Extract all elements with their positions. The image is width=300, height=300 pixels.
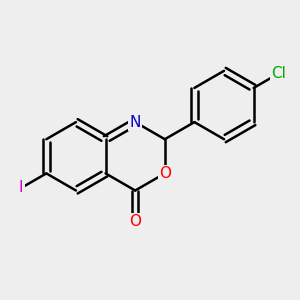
Text: N: N [130, 115, 141, 130]
Text: O: O [159, 166, 171, 181]
Text: Cl: Cl [272, 66, 286, 81]
Text: O: O [129, 214, 141, 230]
Text: I: I [19, 180, 23, 195]
